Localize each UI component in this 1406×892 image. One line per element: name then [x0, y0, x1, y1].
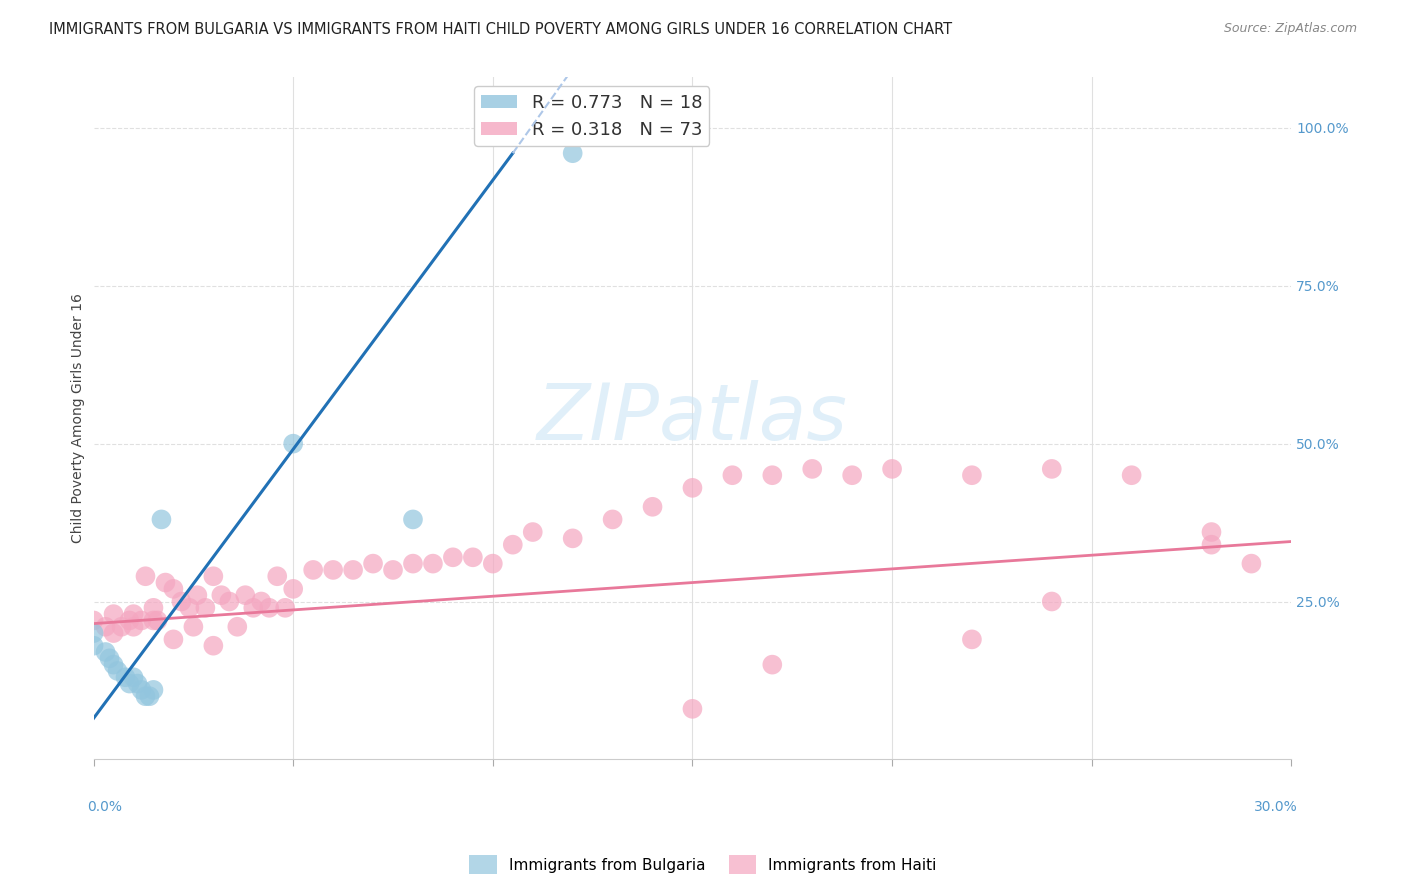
Point	[83, 626, 105, 640]
Point	[402, 512, 425, 526]
Point	[98, 651, 121, 665]
Point	[131, 682, 153, 697]
Point	[266, 569, 288, 583]
Point	[162, 632, 184, 647]
Point	[561, 532, 583, 546]
Point	[170, 594, 193, 608]
Point	[482, 557, 505, 571]
Point	[114, 670, 136, 684]
Point	[103, 626, 125, 640]
Point	[118, 676, 141, 690]
Point	[960, 632, 983, 647]
Point	[561, 146, 583, 161]
Point	[107, 664, 129, 678]
Point	[1040, 594, 1063, 608]
Point	[83, 639, 105, 653]
Point	[146, 614, 169, 628]
Point	[131, 614, 153, 628]
Point	[761, 657, 783, 672]
Point	[127, 676, 149, 690]
Point	[880, 462, 903, 476]
Point	[233, 588, 256, 602]
Point	[162, 582, 184, 596]
Point	[122, 620, 145, 634]
Point	[1240, 557, 1263, 571]
Point	[103, 607, 125, 621]
Point	[155, 575, 177, 590]
Point	[202, 569, 225, 583]
Point	[103, 657, 125, 672]
Point	[218, 594, 240, 608]
Point	[402, 557, 425, 571]
Point	[1040, 462, 1063, 476]
Point	[122, 670, 145, 684]
Point	[422, 557, 444, 571]
Point	[441, 550, 464, 565]
Legend: Immigrants from Bulgaria, Immigrants from Haiti: Immigrants from Bulgaria, Immigrants fro…	[463, 849, 943, 880]
Point	[142, 614, 165, 628]
Point	[179, 600, 201, 615]
Point	[841, 468, 863, 483]
Point	[150, 512, 173, 526]
Point	[122, 607, 145, 621]
Point	[602, 512, 624, 526]
Point	[461, 550, 484, 565]
Point	[681, 481, 703, 495]
Point	[322, 563, 344, 577]
Point	[194, 600, 217, 615]
Point	[257, 600, 280, 615]
Point	[242, 600, 264, 615]
Point	[1121, 468, 1143, 483]
Y-axis label: Child Poverty Among Girls Under 16: Child Poverty Among Girls Under 16	[72, 293, 86, 543]
Text: IMMIGRANTS FROM BULGARIA VS IMMIGRANTS FROM HAITI CHILD POVERTY AMONG GIRLS UNDE: IMMIGRANTS FROM BULGARIA VS IMMIGRANTS F…	[49, 22, 952, 37]
Point	[721, 468, 744, 483]
Point	[641, 500, 664, 514]
Text: 30.0%: 30.0%	[1254, 800, 1298, 814]
Legend: R = 0.773   N = 18, R = 0.318   N = 73: R = 0.773 N = 18, R = 0.318 N = 73	[474, 87, 710, 146]
Text: 0.0%: 0.0%	[87, 800, 122, 814]
Point	[342, 563, 364, 577]
Point	[250, 594, 273, 608]
Point	[142, 682, 165, 697]
Point	[283, 582, 305, 596]
Point	[522, 524, 544, 539]
Point	[134, 569, 156, 583]
Point	[226, 620, 249, 634]
Point	[1201, 524, 1223, 539]
Point	[274, 600, 297, 615]
Point	[209, 588, 232, 602]
Point	[94, 645, 117, 659]
Point	[94, 620, 117, 634]
Point	[801, 462, 824, 476]
Point	[1201, 538, 1223, 552]
Point	[960, 468, 983, 483]
Point	[186, 588, 208, 602]
Point	[138, 690, 160, 704]
Point	[361, 557, 384, 571]
Point	[681, 702, 703, 716]
Point	[183, 620, 205, 634]
Text: ZIPatlas: ZIPatlas	[537, 380, 848, 457]
Point	[761, 468, 783, 483]
Text: Source: ZipAtlas.com: Source: ZipAtlas.com	[1223, 22, 1357, 36]
Point	[83, 614, 105, 628]
Point	[134, 690, 156, 704]
Point	[142, 600, 165, 615]
Point	[110, 620, 132, 634]
Point	[283, 436, 305, 450]
Point	[502, 538, 524, 552]
Point	[382, 563, 405, 577]
Point	[118, 614, 141, 628]
Point	[302, 563, 325, 577]
Point	[202, 639, 225, 653]
